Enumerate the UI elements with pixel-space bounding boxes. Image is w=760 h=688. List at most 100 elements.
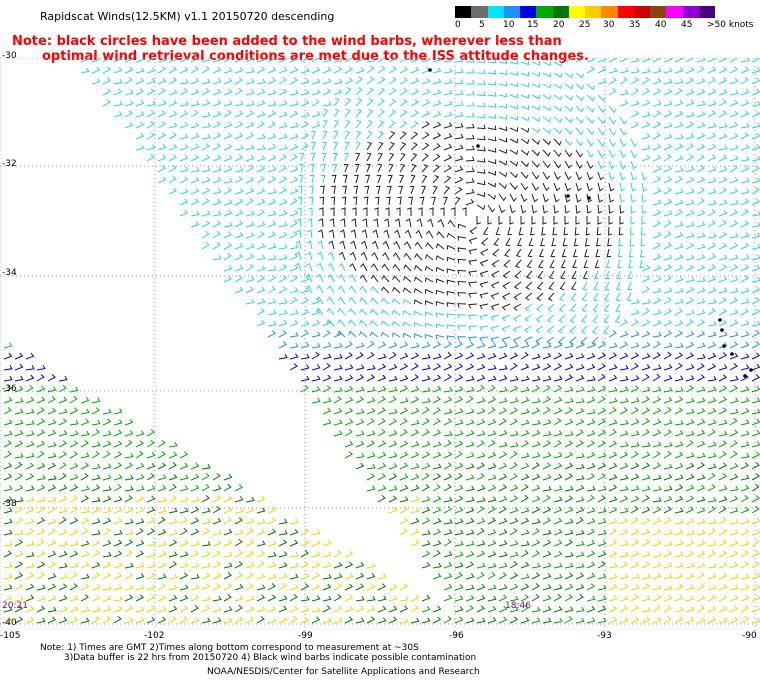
wind-barb [718, 319, 728, 327]
wind-barb [443, 175, 452, 184]
wind-barb [729, 375, 739, 382]
wind-barb [421, 121, 430, 129]
wind-barb [718, 132, 728, 140]
wind-barb [135, 573, 145, 580]
wind-barb [432, 353, 442, 360]
wind-barb [157, 451, 166, 459]
wind-barb [135, 562, 145, 569]
wind-barb [586, 561, 596, 569]
wind-barb [751, 341, 760, 349]
wind-barb [685, 439, 694, 448]
wind-barb [597, 341, 606, 349]
wind-barb [603, 325, 610, 335]
wind-barb [520, 473, 530, 481]
wind-barb [388, 351, 397, 360]
wind-barb [267, 320, 277, 327]
wind-barb [685, 188, 695, 195]
wind-barb [337, 307, 346, 316]
wind-barb [674, 287, 684, 294]
wind-barb [355, 595, 365, 602]
wind-barb [415, 229, 423, 239]
wind-barb [751, 177, 760, 184]
wind-barb [564, 149, 573, 158]
wind-barb [315, 296, 324, 305]
wind-barb [457, 247, 467, 253]
wind-barb [146, 153, 155, 162]
wind-barb [421, 529, 431, 536]
wind-barb [124, 549, 133, 558]
wind-barb [573, 237, 579, 247]
wind-barb [256, 540, 266, 547]
wind-barb [685, 517, 695, 525]
wind-barb [410, 352, 420, 360]
wind-barb [179, 485, 189, 492]
wind-barb [520, 573, 530, 580]
wind-barb [3, 507, 13, 514]
wind-barb [685, 397, 695, 404]
wind-barb [278, 605, 288, 613]
wind-barb [320, 174, 326, 184]
wind-barb [718, 264, 727, 272]
wind-barb [696, 253, 706, 261]
wind-barb [113, 100, 123, 107]
wind-barb [718, 58, 728, 63]
wind-barb [476, 473, 485, 481]
wind-barb [234, 67, 244, 74]
wind-barb [729, 385, 738, 393]
wind-barb [515, 248, 522, 258]
wind-barb [278, 176, 287, 184]
wind-barb [179, 551, 189, 558]
wind-barb [553, 83, 563, 90]
wind-barb [454, 495, 464, 503]
wind-barb [696, 309, 706, 316]
wind-barb [608, 330, 617, 338]
wind-barb [454, 473, 463, 481]
wind-barb [630, 319, 639, 327]
wind-barb [507, 226, 512, 236]
wind-barb [707, 352, 717, 360]
wind-barb [542, 149, 551, 157]
wind-barb [102, 517, 112, 525]
wind-barb [424, 311, 434, 317]
wind-barb [553, 182, 561, 192]
wind-barb [513, 303, 522, 311]
wind-barb [663, 198, 673, 206]
wind-barb [454, 419, 464, 426]
wind-barb [582, 281, 588, 291]
wind-barb [542, 617, 552, 624]
wind-barb [718, 209, 728, 217]
wind-barb [597, 462, 607, 470]
wind-barb [751, 222, 760, 228]
wind-barb [542, 584, 552, 591]
wind-barb [278, 539, 288, 547]
wind-barb [358, 330, 368, 338]
wind-barb [718, 66, 728, 74]
wind-barb [234, 77, 243, 85]
wind-barb [498, 473, 508, 481]
wind-barb [306, 251, 313, 261]
wind-barb [322, 374, 332, 382]
wind-barb [487, 114, 497, 120]
wind-barb [586, 58, 596, 63]
wind-barb [663, 594, 673, 602]
wind-barb [388, 141, 395, 151]
wind-barb [487, 216, 492, 225]
wind-barb [344, 341, 353, 349]
wind-barb [740, 144, 750, 151]
wind-barb [751, 572, 760, 580]
wind-barb [685, 462, 695, 470]
wind-barb [618, 237, 623, 247]
wind-barb [201, 551, 211, 558]
wind-barb [3, 616, 13, 624]
wind-barb [58, 573, 68, 580]
wind-barb [179, 507, 189, 514]
wind-barb [80, 485, 90, 492]
wind-barb [113, 496, 123, 503]
wind-barb [535, 303, 544, 312]
wind-barb [619, 397, 629, 404]
wind-barb [663, 330, 672, 338]
wind-barb [553, 593, 562, 602]
wind-barb [3, 352, 13, 360]
wind-barb [352, 196, 358, 206]
wind-barb [740, 518, 750, 525]
